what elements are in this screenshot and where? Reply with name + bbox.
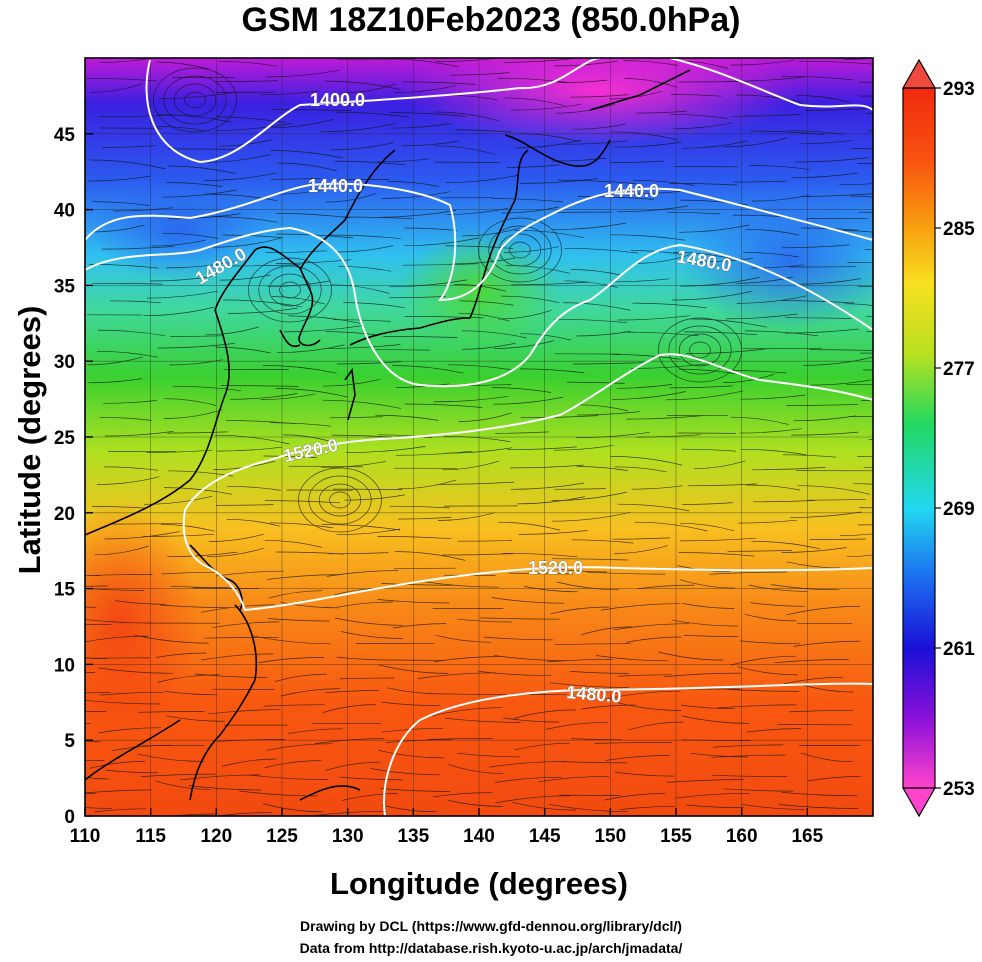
colorbar-tick-label: 293 <box>943 79 975 100</box>
contour-label: 1440.0 <box>308 176 363 196</box>
y-tick-label: 5 <box>64 731 75 752</box>
colorbar-tick-label: 285 <box>943 219 975 240</box>
y-tick-label: 20 <box>54 504 75 525</box>
y-tick-label: 40 <box>54 201 75 222</box>
y-tick-label: 25 <box>54 428 76 449</box>
contour-label: 1400.0 <box>310 90 365 110</box>
x-tick-label: 115 <box>135 826 166 847</box>
y-axis-label: Latitude (degrees) <box>12 305 47 575</box>
contour-label: 1520.0 <box>528 558 583 578</box>
contour-labels: 1400.0 1440.0 1440.0 1480.0 1480.0 1520.… <box>192 90 734 707</box>
x-tick-label: 150 <box>594 826 626 847</box>
y-axis: 0 5 10 15 20 25 30 35 40 45 <box>54 125 93 828</box>
colorbar-tick-label: 277 <box>943 359 975 380</box>
contour-label: 1440.0 <box>604 181 659 201</box>
height-contours <box>85 58 873 816</box>
colorbar-top-arrow <box>901 58 937 89</box>
y-tick-label: 45 <box>54 125 76 146</box>
x-tick-label: 125 <box>266 826 298 847</box>
x-tick-label: 140 <box>463 826 495 847</box>
credit-drawing: Drawing by DCL (https://www.gfd-dennou.o… <box>300 918 682 934</box>
colorbar: 293 285 277 269 261 253 <box>901 58 975 818</box>
x-tick-label: 165 <box>791 826 823 847</box>
figure-title: GSM 18Z10Feb2023 (850.0hPa) <box>241 1 741 39</box>
y-tick-label: 35 <box>54 276 76 297</box>
x-tick-label: 110 <box>70 826 101 847</box>
x-tick-label: 130 <box>332 826 364 847</box>
x-tick-label: 155 <box>660 826 692 847</box>
coastlines <box>85 69 691 801</box>
x-tick-label: 145 <box>529 826 561 847</box>
colorbar-tick-label: 261 <box>943 639 975 660</box>
y-tick-label: 0 <box>64 807 75 828</box>
x-tick-label: 120 <box>200 826 232 847</box>
colorbar-gradient <box>902 87 936 789</box>
y-tick-label: 15 <box>54 580 76 601</box>
y-tick-label: 10 <box>54 655 75 676</box>
contour-label: 1480.0 <box>566 682 623 707</box>
x-axis-label: Longitude (degrees) <box>330 866 628 901</box>
temperature-field <box>85 58 873 816</box>
x-tick-label: 135 <box>397 826 429 847</box>
colorbar-tick-label: 269 <box>943 499 975 520</box>
x-axis: 110 115 120 125 130 135 140 145 150 155 160 165 <box>70 808 824 847</box>
x-tick-label: 160 <box>726 826 758 847</box>
colorbar-bottom-arrow <box>901 787 937 818</box>
colorbar-tick-label: 253 <box>943 779 975 800</box>
credit-data: Data from http://database.rish.kyoto-u.a… <box>299 940 683 956</box>
y-tick-label: 30 <box>54 352 75 373</box>
